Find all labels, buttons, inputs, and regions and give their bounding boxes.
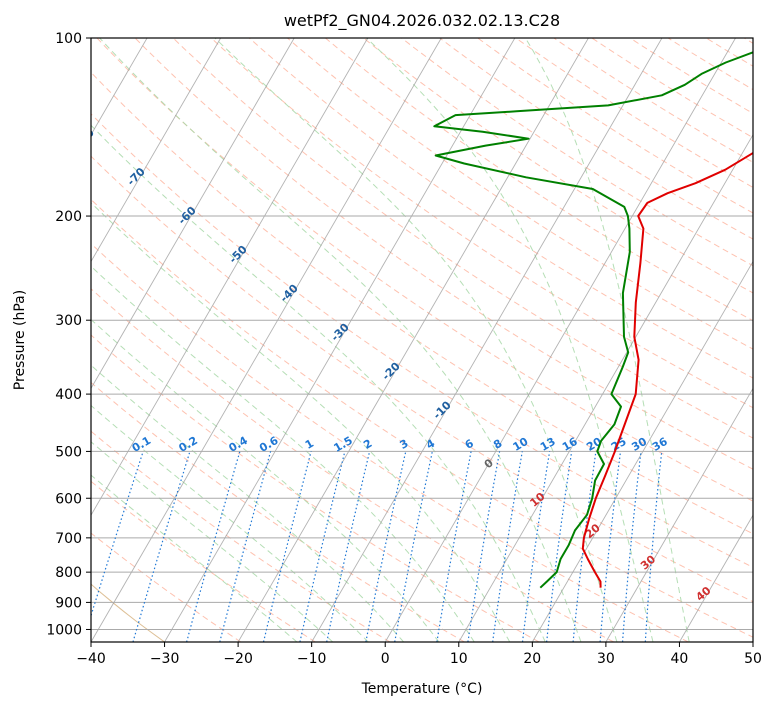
dry-adiabat-line [553,38,753,163]
isotherm-line [384,38,736,642]
dry-adiabat-line [91,71,753,535]
dry-adiabat-line [210,38,753,409]
x-tick-label: 0 [381,651,390,667]
dry-adiabat-line [248,38,753,379]
mixing-ratio-line [186,451,241,642]
isotherm-line [91,38,442,642]
isotherm-line [91,38,369,517]
x-tick-label: 30 [597,651,615,667]
mixing-ratio-line [262,451,312,642]
dry-adiabat-line [287,38,753,350]
dry-adiabat-line [515,38,753,188]
x-axis-label: Temperature (°C) [361,681,483,697]
isotherm-line [91,38,222,263]
y-tick-label: 400 [55,387,82,403]
chart-title: wetPf2_GN04.2026.032.02.13.C28 [284,11,560,31]
y-tick-label: 700 [55,531,82,547]
dry-adiabat-line [91,288,614,642]
x-tick-label: −20 [223,651,253,667]
y-tick-label: 600 [55,491,82,507]
isotherm-line [91,38,295,390]
isotherm-line [311,38,663,642]
x-tick-label: 50 [744,651,762,667]
moist-adiabat-line [91,474,298,642]
y-tick-label: 900 [55,595,82,611]
mixing-ratio-line [299,451,346,642]
x-tick-label: −10 [297,651,327,667]
moist-adiabat-line [91,404,369,642]
moist-adiabat-line [91,202,511,642]
x-tick-label: 20 [523,651,541,667]
moist-adiabat-line [524,38,690,642]
moist-adiabat-line [91,265,475,642]
dry-adiabat-line [91,242,689,642]
y-tick-label: 200 [55,209,82,225]
moist-adiabat-line [91,124,546,642]
moist-adiabat-line [99,38,582,642]
y-axis-label: Pressure (hPa) [12,290,28,390]
y-tick-label: 1000 [46,623,82,639]
mixing-ratio-line [622,451,642,642]
moist-adiabat-line [91,441,334,642]
mixing-ratio-line [572,451,597,642]
y-tick-label: 500 [55,444,82,460]
isotherm-line [531,260,753,642]
mixing-ratio-line [467,451,501,642]
dry-adiabat-line [91,532,242,642]
isotherm-line [605,387,753,642]
x-tick-label: −40 [76,651,106,667]
mixing-ratio-line [521,451,551,642]
mixing-ratio-line [546,451,573,642]
mixing-ratio-line [132,451,191,642]
mixing-ratio-line [599,451,622,642]
x-tick-label: 40 [670,651,688,667]
dewpoint-profile [433,51,753,589]
dry-adiabat-line [91,430,391,642]
moist-adiabat-line [366,38,654,642]
dry-adiabat-line [91,198,753,638]
plot-frame [90,37,754,643]
mixing-ratio-line [492,451,523,642]
y-tick-label: 800 [55,565,82,581]
dry-adiabat-line [172,38,753,439]
temperature-profile [581,151,753,588]
x-tick-label: −30 [150,651,180,667]
isotherm-line [679,514,753,642]
moist-adiabat-line [91,318,440,642]
y-tick-label: 300 [55,313,82,329]
dry-adiabat-label: -80 [74,126,97,149]
x-tick-label: 10 [450,651,468,667]
y-tick-label: 100 [55,31,82,47]
dry-adiabat-line [134,38,753,470]
dry-adiabat-line [91,113,753,568]
mixing-ratio-line [219,451,272,642]
isotherm-line [237,38,589,642]
isotherm-line [164,38,516,642]
